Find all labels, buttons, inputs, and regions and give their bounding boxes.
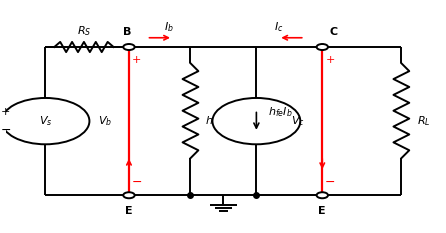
Text: $V_c$: $V_c$	[291, 114, 305, 128]
Text: $R_L$: $R_L$	[417, 114, 430, 128]
Text: B: B	[123, 27, 131, 37]
Circle shape	[123, 192, 135, 198]
Text: +: +	[132, 55, 141, 65]
Text: $h_{fe}I_b$: $h_{fe}I_b$	[268, 105, 293, 119]
Text: +: +	[1, 107, 11, 117]
Text: E: E	[318, 206, 326, 216]
Text: +: +	[326, 55, 335, 65]
Text: −: −	[132, 176, 142, 189]
Text: $I_b$: $I_b$	[164, 21, 173, 34]
Text: −: −	[1, 124, 11, 137]
Text: $V_s$: $V_s$	[39, 114, 52, 128]
Text: $I_c$: $I_c$	[274, 21, 283, 34]
Circle shape	[123, 44, 135, 50]
Circle shape	[317, 44, 328, 50]
Text: $h_{ie}$: $h_{ie}$	[205, 114, 220, 128]
Circle shape	[1, 98, 90, 144]
Text: C: C	[329, 27, 337, 37]
Text: $V_b$: $V_b$	[98, 114, 112, 128]
Circle shape	[212, 98, 300, 144]
Text: $R_S$: $R_S$	[77, 24, 91, 38]
Circle shape	[317, 192, 328, 198]
Text: E: E	[125, 206, 133, 216]
Text: −: −	[325, 176, 335, 189]
